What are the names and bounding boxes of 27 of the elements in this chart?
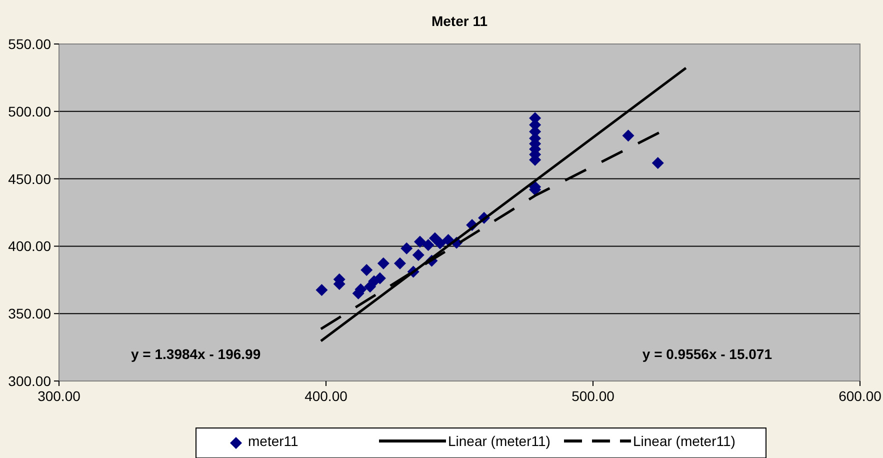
x-tick-label: 500.00 [572,388,615,404]
legend-label: Linear (meter11) [633,433,736,449]
point [316,284,328,296]
point [414,236,426,248]
point [400,242,413,254]
x-tick-label: 400.00 [304,388,348,404]
legend-label: meter11 [248,433,299,449]
y-tick-label: 500.00 [8,103,52,120]
x-tick-label: 600.00 [838,388,882,404]
annotation: y = 1.3984x - 196.99 [131,346,261,362]
y-tick-label: 550.00 [8,36,52,52]
point [622,130,634,142]
annotation: y = 0.9556x - 15.071 [642,346,772,362]
y-tick-label: 400.00 [8,238,52,254]
legend-label: Linear (meter11) [448,433,550,449]
point [652,157,664,170]
y-tick-label: 350.00 [8,306,52,322]
point [394,257,406,270]
point [377,257,390,270]
chart-title: Meter 11 [431,13,488,29]
x-tick-label: 300.00 [38,388,81,404]
y-tick-label: 300.00 [8,373,52,389]
point [434,237,446,250]
y-tick-label: 450.00 [8,170,52,187]
point [360,264,373,276]
point [412,248,424,261]
point [422,238,434,251]
